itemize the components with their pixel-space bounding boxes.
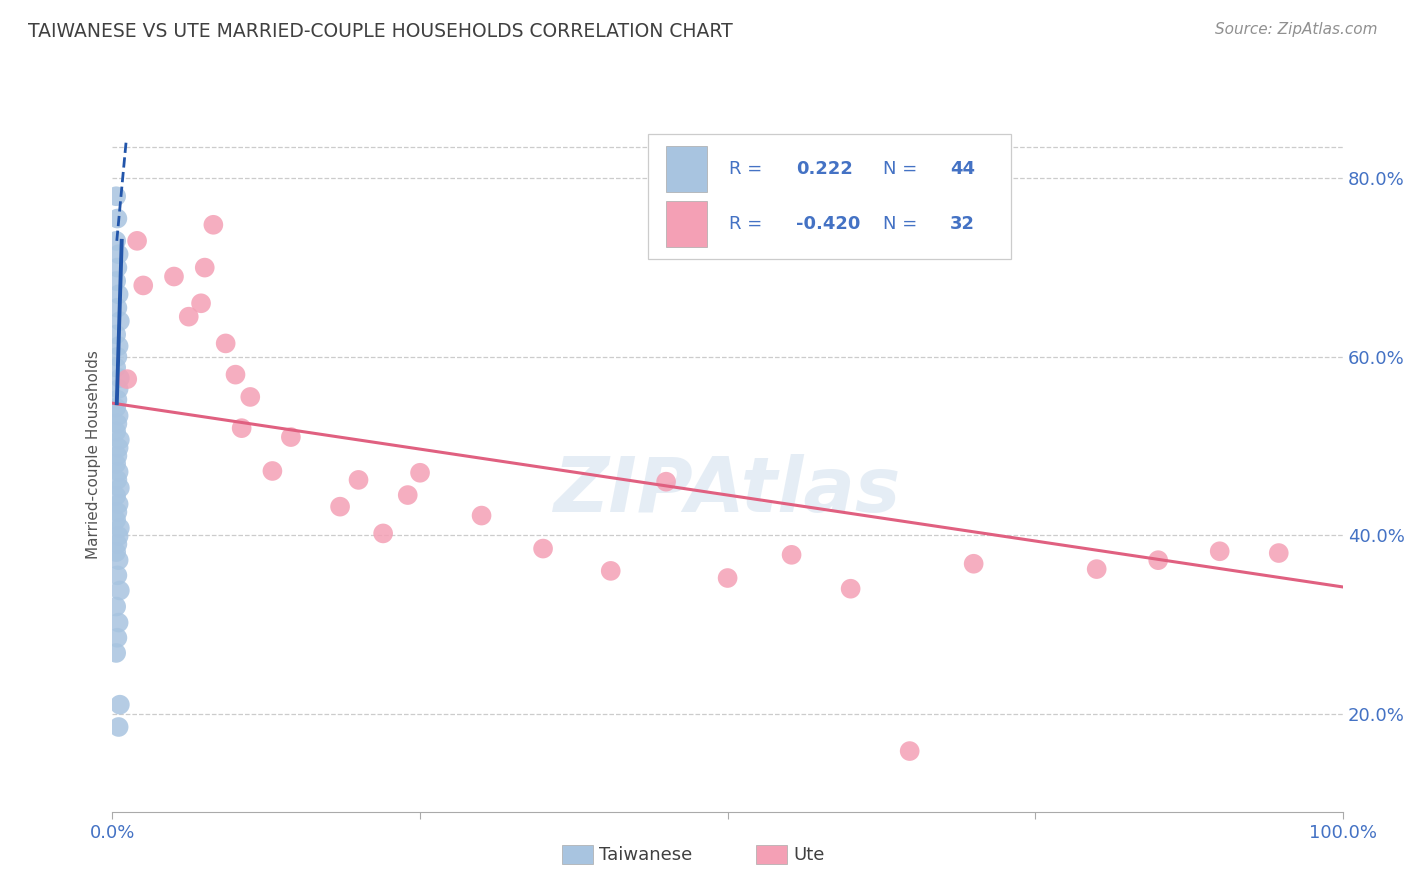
Point xyxy=(108,521,131,535)
Point xyxy=(163,269,186,284)
Text: ZIPAtlas: ZIPAtlas xyxy=(554,454,901,527)
Text: N =: N = xyxy=(883,160,922,178)
Text: R =: R = xyxy=(728,215,768,233)
Text: N =: N = xyxy=(883,215,922,233)
Text: 0.222: 0.222 xyxy=(796,160,853,178)
Point xyxy=(214,336,236,351)
Point xyxy=(107,441,129,455)
Point xyxy=(531,541,554,556)
Point xyxy=(107,449,129,463)
Point xyxy=(280,430,302,444)
Point xyxy=(107,465,129,479)
Point xyxy=(839,582,862,596)
Point xyxy=(962,557,984,571)
Point xyxy=(194,260,217,275)
Point xyxy=(107,537,129,551)
Point xyxy=(655,475,678,489)
Text: 44: 44 xyxy=(950,160,976,178)
Point xyxy=(108,481,131,495)
Point xyxy=(1268,546,1291,560)
Bar xyxy=(648,134,1011,259)
Text: Ute: Ute xyxy=(793,846,824,863)
Point xyxy=(107,260,129,275)
Y-axis label: Married-couple Households: Married-couple Households xyxy=(86,351,101,559)
Point xyxy=(108,698,131,712)
Point xyxy=(105,457,128,471)
Point xyxy=(107,553,129,567)
Point xyxy=(107,631,129,645)
Point xyxy=(105,646,128,660)
Point xyxy=(105,274,128,288)
Point xyxy=(396,488,419,502)
Point xyxy=(262,464,284,478)
Point xyxy=(225,368,247,382)
Text: R =: R = xyxy=(728,160,768,178)
Point xyxy=(107,615,129,630)
Point xyxy=(409,466,432,480)
Point xyxy=(717,571,740,585)
Point xyxy=(105,327,128,342)
Point xyxy=(105,599,128,614)
Point xyxy=(107,392,129,407)
Point xyxy=(231,421,253,435)
Point xyxy=(108,314,131,328)
Point xyxy=(107,417,129,431)
Text: Source: ZipAtlas.com: Source: ZipAtlas.com xyxy=(1215,22,1378,37)
Point xyxy=(107,339,129,353)
Text: -0.420: -0.420 xyxy=(796,215,860,233)
Point xyxy=(107,529,129,543)
Bar xyxy=(666,145,707,192)
Point xyxy=(108,583,131,598)
Point xyxy=(599,564,621,578)
Point xyxy=(108,371,131,385)
Point xyxy=(107,568,129,582)
Text: Taiwanese: Taiwanese xyxy=(599,846,692,863)
Point xyxy=(1209,544,1232,558)
Point xyxy=(1085,562,1108,576)
Point xyxy=(470,508,494,523)
Point xyxy=(107,720,129,734)
Point xyxy=(105,425,128,439)
Bar xyxy=(666,201,707,247)
Point xyxy=(190,296,212,310)
Point xyxy=(107,301,129,315)
Point xyxy=(105,234,128,248)
Point xyxy=(177,310,200,324)
Point xyxy=(105,360,128,375)
Point xyxy=(107,382,129,396)
Point xyxy=(105,545,128,559)
Point xyxy=(329,500,352,514)
Point xyxy=(107,473,129,487)
Point xyxy=(107,287,129,301)
Point xyxy=(1147,553,1170,567)
Point xyxy=(132,278,155,293)
Point xyxy=(107,497,129,511)
Point xyxy=(105,189,128,203)
Point xyxy=(105,489,128,503)
Point xyxy=(202,218,225,232)
Point xyxy=(107,350,129,364)
Point xyxy=(127,234,149,248)
Text: 32: 32 xyxy=(950,215,976,233)
Text: TAIWANESE VS UTE MARRIED-COUPLE HOUSEHOLDS CORRELATION CHART: TAIWANESE VS UTE MARRIED-COUPLE HOUSEHOL… xyxy=(28,22,733,41)
Point xyxy=(107,247,129,261)
Point xyxy=(108,433,131,447)
Point xyxy=(347,473,370,487)
Point xyxy=(107,211,129,226)
Point xyxy=(107,505,129,519)
Point xyxy=(105,401,128,415)
Point xyxy=(105,513,128,527)
Point xyxy=(371,526,394,541)
Point xyxy=(117,372,138,386)
Point xyxy=(239,390,262,404)
Point xyxy=(898,744,921,758)
Point xyxy=(780,548,803,562)
Point xyxy=(107,409,129,423)
